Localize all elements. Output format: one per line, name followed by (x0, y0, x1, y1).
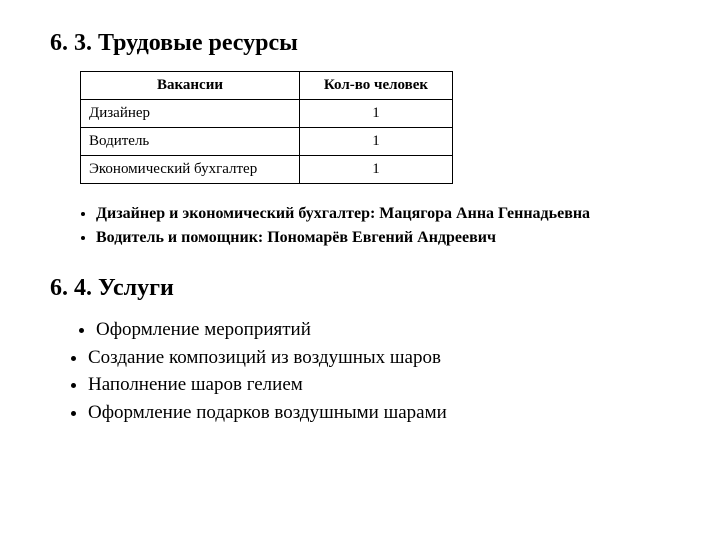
col-header-role: Вакансии (81, 72, 300, 100)
cell-count: 1 (300, 156, 453, 184)
cell-count: 1 (300, 128, 453, 156)
list-item: Водитель и помощник: Пономарёв Евгений А… (96, 226, 680, 250)
cell-count: 1 (300, 100, 453, 128)
list-item: Оформление мероприятий (96, 316, 680, 344)
section-heading-services: 6. 4. Услуги (50, 275, 680, 302)
list-item: Наполнение шаров гелием (88, 371, 680, 399)
cell-role: Водитель (81, 128, 300, 156)
table-row: Дизайнер 1 (81, 100, 453, 128)
cell-role: Экономический бухгалтер (81, 156, 300, 184)
cell-role: Дизайнер (81, 100, 300, 128)
list-item: Дизайнер и экономический бухгалтер: Маця… (96, 202, 680, 226)
table-header-row: Вакансии Кол-во человек (81, 72, 453, 100)
table-row: Экономический бухгалтер 1 (81, 156, 453, 184)
people-list: Дизайнер и экономический бухгалтер: Маця… (50, 202, 680, 249)
list-item: Создание композиций из воздушных шаров (88, 344, 680, 372)
list-item: Оформление подарков воздушными шарами (88, 399, 680, 427)
col-header-count: Кол-во человек (300, 72, 453, 100)
services-list: Оформление мероприятий Создание композиц… (50, 316, 680, 427)
table-row: Водитель 1 (81, 128, 453, 156)
hr-table: Вакансии Кол-во человек Дизайнер 1 Водит… (80, 71, 453, 184)
section-heading-resources: 6. 3. Трудовые ресурсы (50, 30, 680, 57)
